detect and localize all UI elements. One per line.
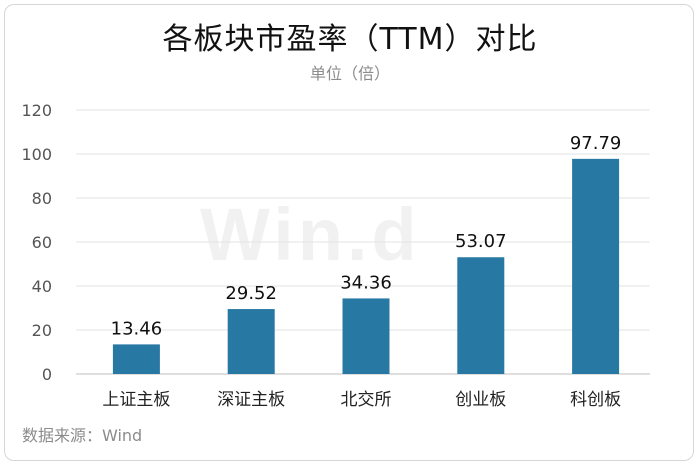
bar <box>227 309 275 374</box>
category-label: 上证主板 <box>102 390 170 410</box>
category-label: 创业板 <box>455 390 506 410</box>
data-label: 29.52 <box>225 283 277 304</box>
source-note: 数据来源：Wind <box>22 426 143 445</box>
data-label: 53.07 <box>455 231 507 252</box>
category-label: 科创板 <box>570 390 621 410</box>
bar <box>342 298 390 374</box>
chart-title: 各板块市盈率（TTM）对比 <box>162 22 538 57</box>
category-label: 深证主板 <box>217 390 285 410</box>
bar <box>572 158 620 374</box>
y-tick-label: 40 <box>32 277 52 296</box>
bar <box>112 344 160 374</box>
data-label: 34.36 <box>340 272 392 293</box>
data-label: 97.79 <box>570 133 622 154</box>
y-tick-label: 80 <box>32 189 52 208</box>
chart-subtitle: 单位（倍） <box>309 64 390 83</box>
category-label: 北交所 <box>341 390 392 410</box>
y-tick-label: 20 <box>32 321 52 340</box>
y-tick-label: 120 <box>21 101 52 120</box>
y-tick-label: 60 <box>32 233 52 252</box>
bar <box>457 257 505 374</box>
y-tick-label: 100 <box>21 145 52 164</box>
data-label: 13.46 <box>111 318 163 339</box>
y-tick-label: 0 <box>42 365 52 384</box>
wind-watermark: Win.d <box>200 193 421 276</box>
